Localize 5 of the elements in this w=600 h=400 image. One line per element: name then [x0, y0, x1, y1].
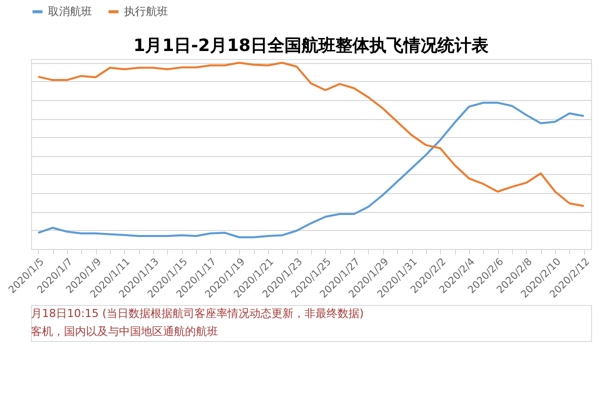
text: 月18日10:15 (当日数据根据航司客座率情况动态更新，非最终数据)	[31, 307, 364, 320]
legend-label: 执行航班	[124, 4, 168, 18]
legend-label: 取消航班	[48, 4, 92, 18]
chart-title: 1月1日-2月18日全国航班整体执飞情况统计表	[133, 36, 490, 56]
text: 客机，国内以及与中国地区通航的航班	[31, 325, 218, 338]
